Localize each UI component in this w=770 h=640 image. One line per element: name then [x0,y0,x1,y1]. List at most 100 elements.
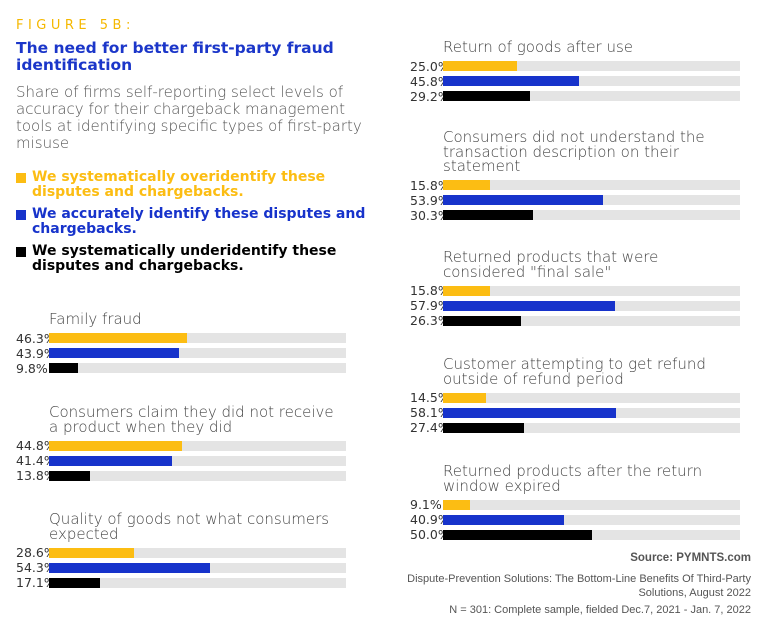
bar-over [443,285,490,296]
legend-label-over: We systematically overidentify these dis… [32,169,326,200]
bar-over [49,440,183,451]
bar-over [443,180,490,190]
value-label: 54.3% [16,560,56,575]
category-label: Quality of goods not what consumers expe… [49,510,330,543]
bar-group: Return of goods after use 25.0% 45.8% 29.2% [410,40,740,104]
bar-track [443,407,740,418]
bar-track [443,529,740,540]
bar-track [49,455,346,466]
bar-under [443,529,592,540]
legend-swatch-accurate [16,210,26,220]
value-label: 14.5% [410,390,450,405]
value-label: 30.3% [410,207,450,223]
value-label: 57.9% [410,298,450,313]
chart-title: The need for better first-party fraud id… [16,39,334,74]
bar-track [443,91,740,101]
category-label: Family fraud [49,310,142,328]
citation: Dispute-Prevention Solutions: The Bottom… [407,573,751,599]
bar-over [443,499,471,510]
bar-under [443,422,525,433]
value-label: 44.8% [16,438,56,453]
bar-track [49,440,346,451]
source: Source: PYMNTS.com [630,552,751,564]
value-label: 9.8% [16,360,48,376]
bar-under [443,210,533,220]
bar-row: 57.9% [410,298,740,313]
legend-swatch-over [16,173,26,183]
bar-track [443,180,740,190]
value-label: 28.6% [16,545,56,560]
value-label: 26.3% [410,313,450,328]
value-label: 46.3% [16,330,56,346]
bar-under [443,315,522,326]
bar-track [443,61,740,71]
bar-row: 15.8% [410,283,740,298]
bar-track [443,315,740,326]
bar-accurate [443,195,604,205]
bar-accurate [443,300,615,311]
legend-swatch-under [16,247,26,257]
bar-group: Family fraud 46.3% 43.9% 9.8% [16,312,346,376]
value-label: 58.1% [410,405,450,420]
bar-under [49,470,90,481]
bar-track [443,195,740,205]
bar-accurate [443,407,616,418]
bar-row: 9.8% [16,361,346,376]
bar-row: 58.1% [410,405,740,420]
category-label: Consumers did not understand the transac… [443,128,705,175]
bar-row: 54.3% [16,560,346,575]
bar-over [443,61,518,71]
bar-row: 25.0% [410,59,740,74]
bar-row: 40.9% [410,512,740,527]
bar-track [49,562,346,573]
category-label: Returned products after the return windo… [443,462,703,495]
bar-accurate [49,455,172,466]
bar-under [49,577,100,588]
value-label: 9.1% [410,497,442,512]
bar-row: 46.3% [16,331,346,346]
bar-track [443,514,740,525]
value-label: 40.9% [410,512,450,527]
bar-row: 45.8% [410,74,740,89]
bar-track [443,499,740,510]
value-label: 53.9% [410,192,450,208]
bar-row: 9.1% [410,497,740,512]
bar-track [443,285,740,296]
value-label: 13.8% [16,468,56,483]
bar-over [49,547,134,558]
bar-row: 26.3% [410,313,740,328]
bar-track [49,547,346,558]
legend-label-accurate: We accurately identify these disputes an… [32,206,366,237]
category-label: Return of goods after use [443,38,634,56]
value-label: 45.8% [410,73,450,89]
bar-track [49,470,346,481]
value-label: 43.9% [16,345,56,361]
value-label: 25.0% [410,58,450,74]
bar-row: 13.8% [16,468,346,483]
category-label: Returned products that were considered "… [443,248,659,281]
bar-row: 27.4% [410,420,740,435]
bar-row: 50.0% [410,527,740,542]
bar-row: 43.9% [16,346,346,361]
value-label: 27.4% [410,420,450,435]
sample-note: N = 301: Complete sample, fielded Dec.7,… [449,604,751,616]
value-label: 15.8% [410,283,450,298]
value-label: 29.2% [410,88,450,104]
bar-track [443,210,740,220]
bar-row: 53.9% [410,193,740,208]
category-label: Customer attempting to get refund outsid… [443,355,706,388]
bar-row: 14.5% [410,390,740,405]
bar-accurate [49,562,211,573]
bar-track [49,577,346,588]
bar-row: 28.6% [16,545,346,560]
bar-under [49,363,79,373]
bar-over [49,333,187,343]
bar-group: Returned products that were considered "… [410,250,740,328]
bar-track [49,333,346,343]
bar-accurate [443,76,580,86]
bar-track [443,392,740,403]
bar-row: 29.2% [410,89,740,104]
bar-over [443,392,487,403]
category-label: Consumers claim they did not receive a p… [49,403,334,436]
bar-track [443,76,740,86]
